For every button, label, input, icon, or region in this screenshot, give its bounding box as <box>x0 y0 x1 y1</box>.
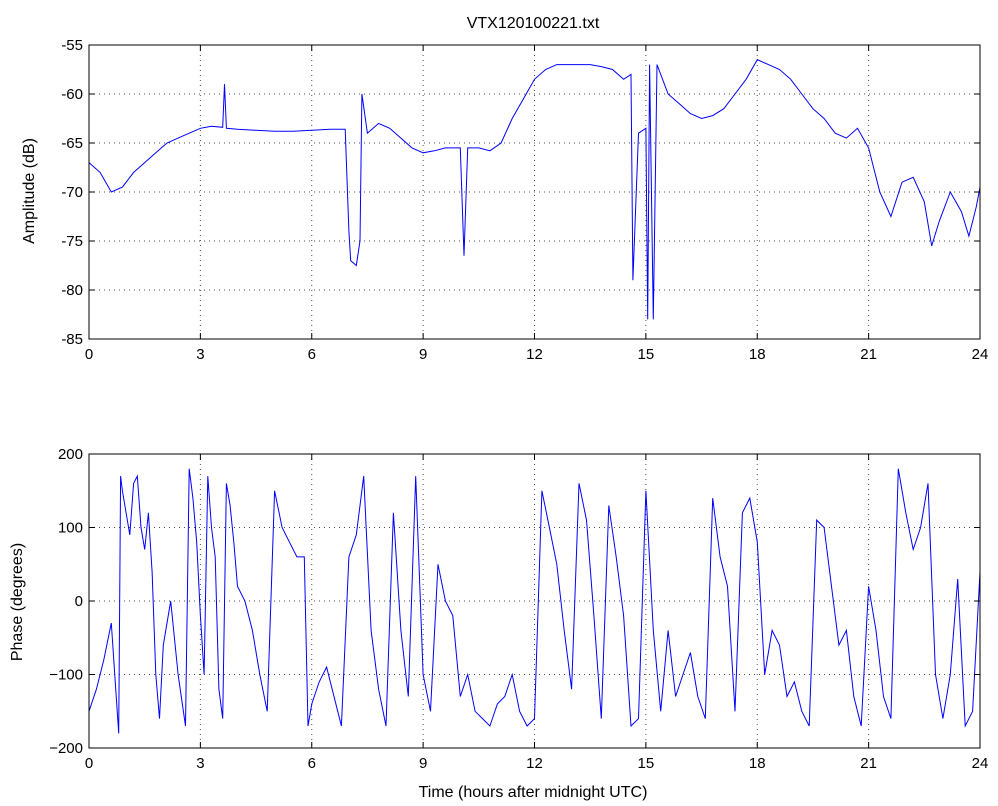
x-tick-label: 15 <box>638 346 655 363</box>
x-tick-label: 0 <box>85 755 93 772</box>
x-tick-label: 9 <box>419 755 427 772</box>
y-tick-label: -65 <box>61 135 83 152</box>
x-tick-label: 3 <box>196 346 204 363</box>
phase-panel: Phase (degrees) Time (hours after midnig… <box>9 446 988 801</box>
x-tick-label: 12 <box>526 755 543 772</box>
amplitude-y-label: Amplitude (dB) <box>21 138 38 244</box>
x-tick-label: 24 <box>972 346 989 363</box>
x-tick-label: 15 <box>638 755 655 772</box>
y-tick-label: −200 <box>49 740 83 757</box>
x-tick-label: 21 <box>860 755 877 772</box>
y-tick-label: 0 <box>75 593 83 610</box>
x-tick-label: 18 <box>749 755 766 772</box>
x-tick-label: 6 <box>308 755 316 772</box>
y-tick-label: -75 <box>61 233 83 250</box>
x-tick-label: 3 <box>196 755 204 772</box>
x-tick-label: 18 <box>749 346 766 363</box>
x-tick-label: 12 <box>526 346 543 363</box>
x-tick-label: 6 <box>308 346 316 363</box>
y-tick-label: −100 <box>49 667 83 684</box>
phase-series-line <box>88 468 981 734</box>
y-tick-label: -60 <box>61 86 83 103</box>
y-tick-label: -80 <box>61 282 83 299</box>
chart-title: VTX120100221.txt <box>467 15 600 32</box>
x-tick-label: 9 <box>419 346 427 363</box>
x-tick-label: 21 <box>860 346 877 363</box>
y-tick-label: -85 <box>61 331 83 348</box>
y-tick-label: -55 <box>61 37 83 54</box>
y-tick-label: 200 <box>58 446 83 463</box>
x-tick-label: 24 <box>972 755 989 772</box>
y-tick-label: 100 <box>58 520 83 537</box>
x-tick-label: 0 <box>85 346 93 363</box>
amplitude-panel: VTX120100221.txt Amplitude (dB) 0 3 6 9 12 15… <box>21 15 988 363</box>
phase-y-label: Phase (degrees) <box>9 543 26 661</box>
amplitude-series-line <box>88 59 981 320</box>
y-tick-label: -70 <box>61 184 83 201</box>
phase-x-label: Time (hours after midnight UTC) <box>419 784 648 801</box>
